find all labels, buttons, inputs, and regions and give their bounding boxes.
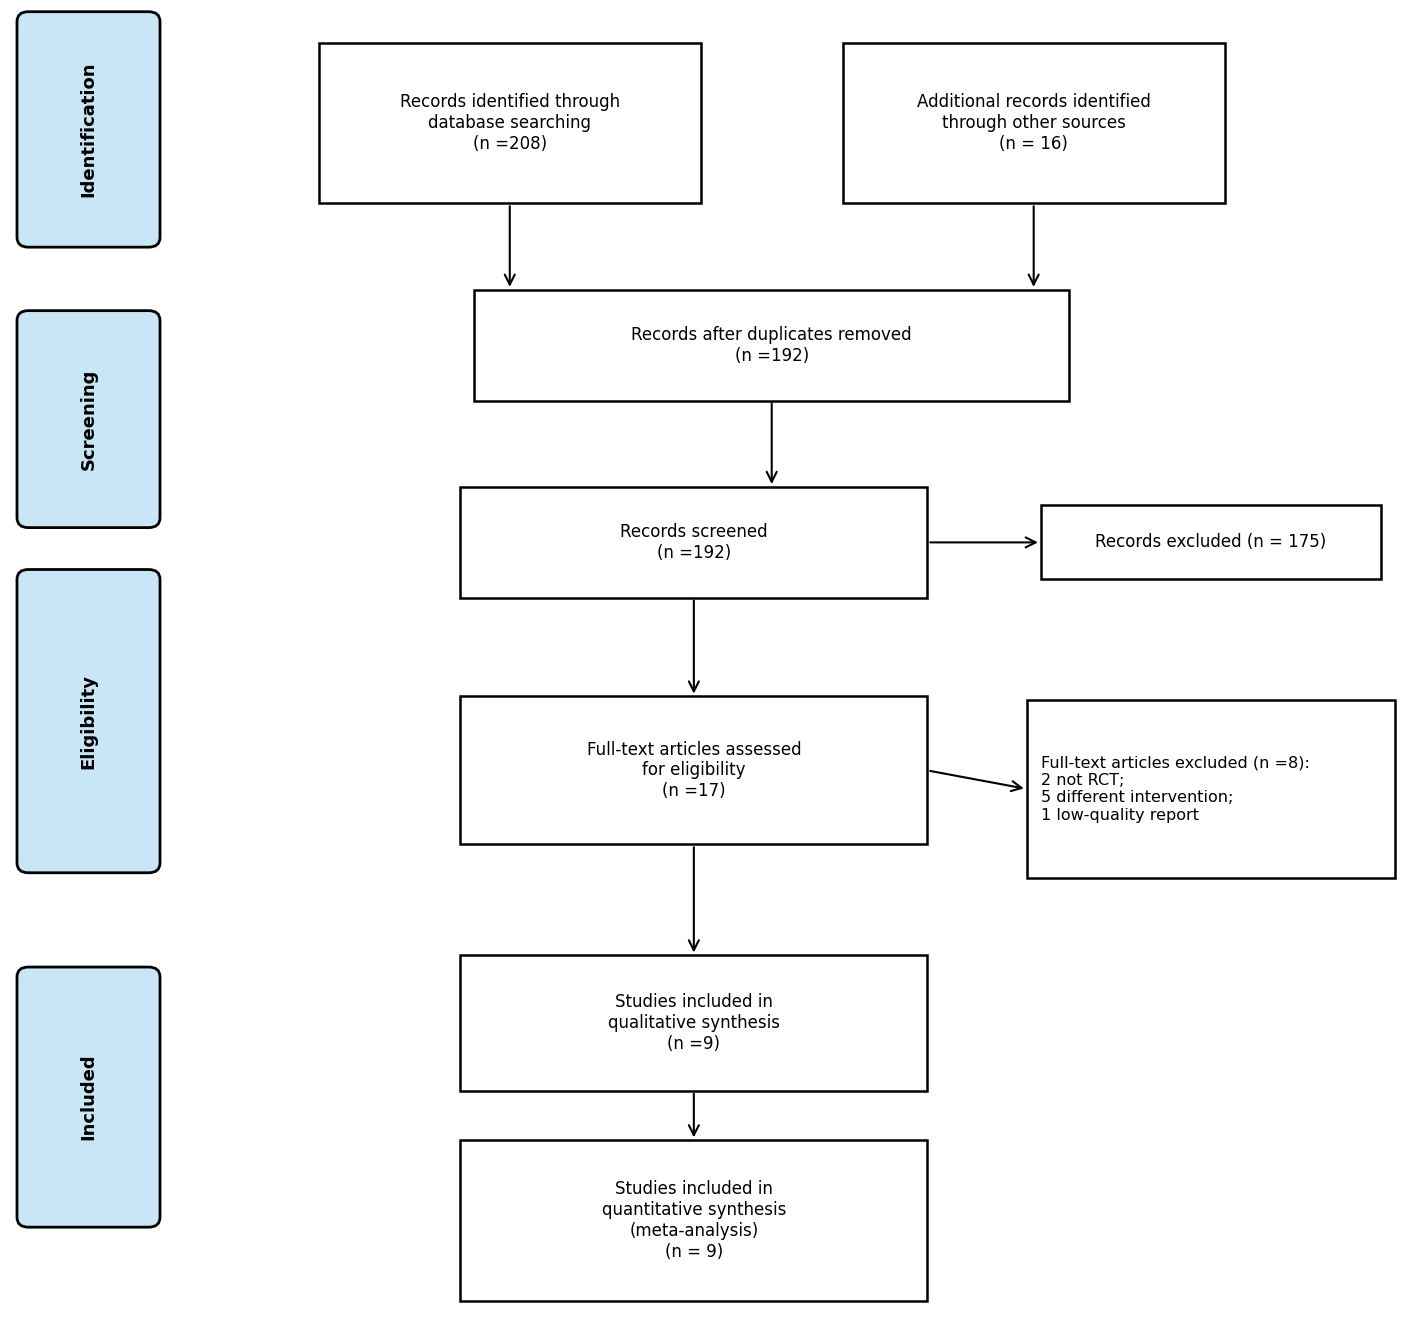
Text: Studies included in
qualitative synthesis
(n =9): Studies included in qualitative synthesi… — [607, 993, 780, 1053]
FancyBboxPatch shape — [474, 290, 1069, 401]
FancyBboxPatch shape — [17, 570, 160, 873]
Text: Full-text articles excluded (n =8):
2 not RCT;
5 different intervention;
1 low-q: Full-text articles excluded (n =8): 2 no… — [1041, 756, 1310, 823]
Text: Included: Included — [79, 1054, 98, 1141]
FancyBboxPatch shape — [460, 487, 927, 598]
Text: Screening: Screening — [79, 368, 98, 470]
Text: Studies included in
quantitative synthesis
(meta-analysis)
(n = 9): Studies included in quantitative synthes… — [602, 1181, 786, 1261]
FancyBboxPatch shape — [319, 44, 701, 203]
FancyBboxPatch shape — [843, 44, 1225, 203]
Text: Eligibility: Eligibility — [79, 674, 98, 769]
FancyBboxPatch shape — [460, 955, 927, 1091]
FancyBboxPatch shape — [1041, 505, 1381, 579]
FancyBboxPatch shape — [1027, 699, 1395, 878]
Text: Additional records identified
through other sources
(n = 16): Additional records identified through ot… — [916, 94, 1151, 153]
FancyBboxPatch shape — [17, 311, 160, 528]
Text: Records screened
(n =192): Records screened (n =192) — [620, 524, 767, 562]
Text: Full-text articles assessed
for eligibility
(n =17): Full-text articles assessed for eligibil… — [586, 741, 801, 801]
FancyBboxPatch shape — [460, 696, 927, 844]
Text: Identification: Identification — [79, 62, 98, 197]
FancyBboxPatch shape — [460, 1140, 927, 1301]
Text: Records excluded (n = 175): Records excluded (n = 175) — [1095, 533, 1327, 551]
FancyBboxPatch shape — [17, 967, 160, 1227]
Text: Records after duplicates removed
(n =192): Records after duplicates removed (n =192… — [632, 326, 912, 364]
FancyBboxPatch shape — [17, 12, 160, 247]
Text: Records identified through
database searching
(n =208): Records identified through database sear… — [399, 94, 620, 153]
